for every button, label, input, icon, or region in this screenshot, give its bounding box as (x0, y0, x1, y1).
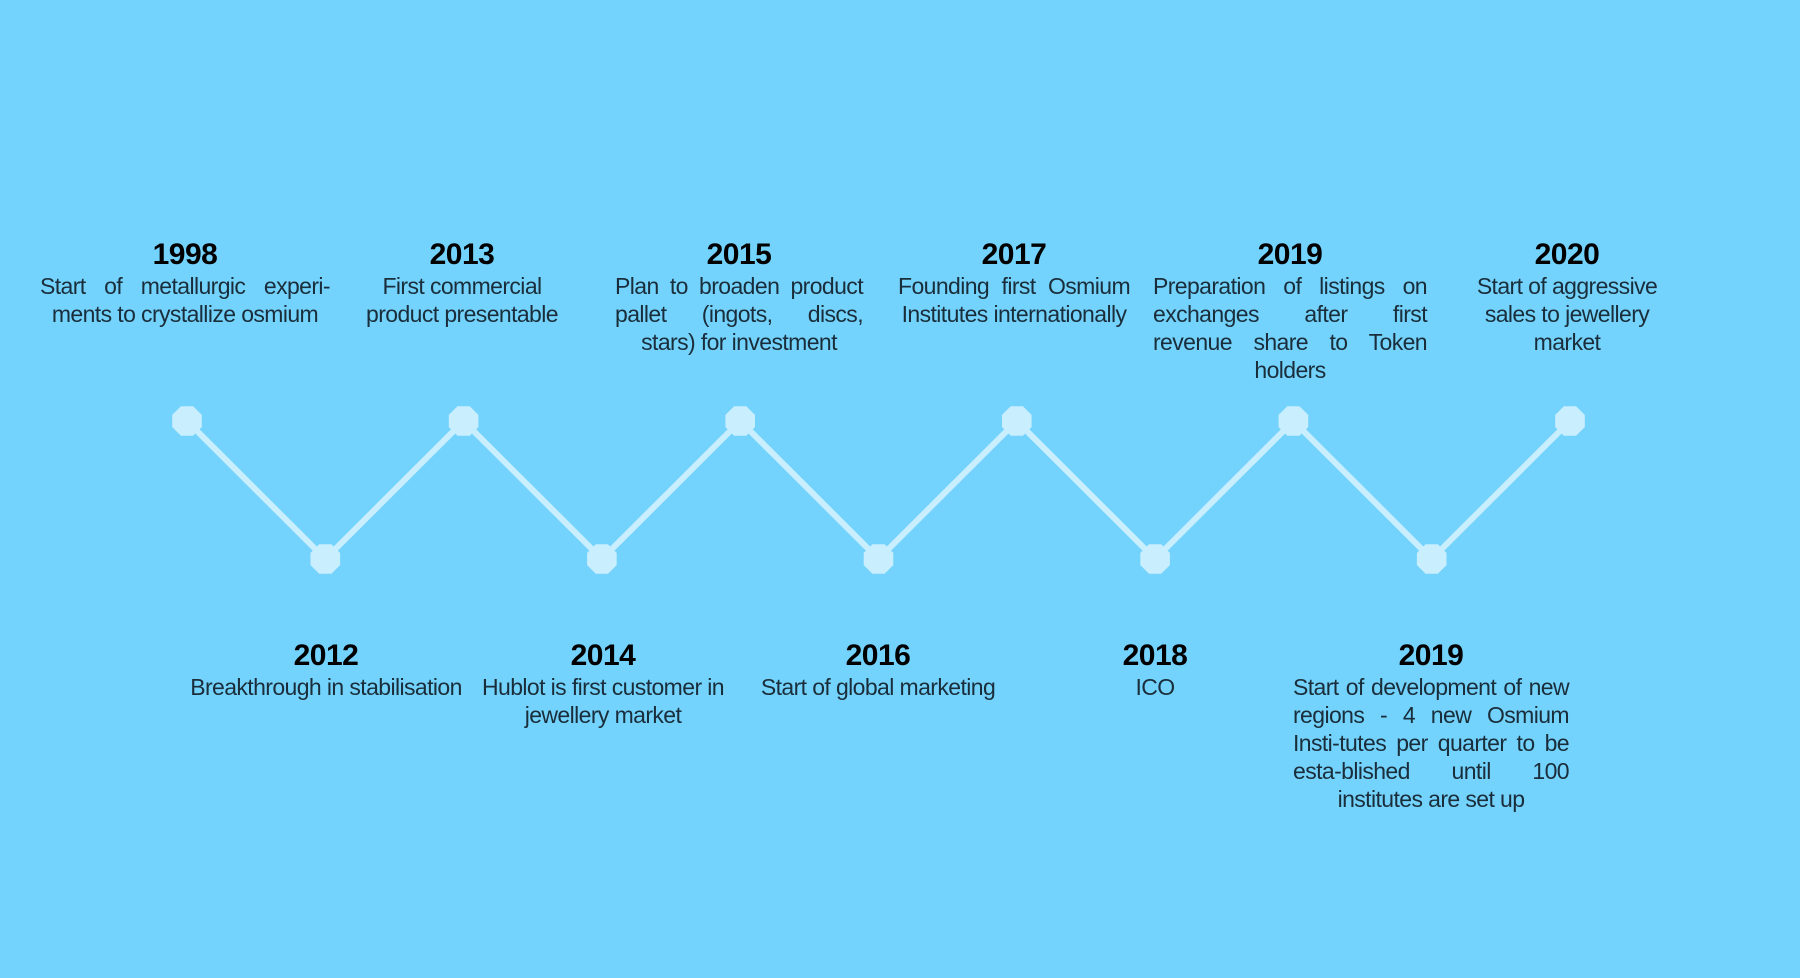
event-description: Start of development of new regions - 4 … (1293, 674, 1570, 812)
event-year: 2017 (981, 238, 1047, 271)
timeline-connector (1291, 418, 1434, 562)
event-year: 2012 (293, 639, 359, 672)
event-year: 2014 (570, 639, 636, 672)
timeline-node-1998 (172, 406, 202, 436)
timeline-connector (1429, 418, 1573, 562)
timeline-connector (599, 418, 743, 562)
timeline-node-2014 (587, 544, 617, 574)
event-2017: 2017 Founding first Osmium Institutes in… (898, 238, 1131, 328)
timeline-node-2018 (1140, 544, 1170, 574)
event-2018: 2018 ICO (1100, 639, 1210, 701)
timeline-node-2019 (1278, 406, 1309, 436)
timeline-connector (876, 418, 1019, 562)
event-year: 2016 (845, 639, 911, 672)
event-2019-bottom: 2019 Start of development of new regions… (1293, 639, 1570, 813)
timeline-node-2020 (1555, 406, 1585, 436)
event-description: First commercial product presentable (366, 273, 559, 327)
event-2016: 2016 Start of global marketing (752, 639, 1004, 701)
event-2013: 2013 First commercial product presentabl… (366, 238, 559, 328)
event-2012: 2012 Breakthrough in stabilisation (188, 639, 464, 701)
event-description: Start of global marketing (760, 674, 996, 700)
timeline-node-2016 (863, 544, 894, 574)
event-description: Preparation of listings on exchanges aft… (1153, 273, 1428, 383)
timeline-node-2012 (310, 544, 341, 574)
event-2014: 2014 Hublot is first customer in jewelle… (480, 639, 726, 729)
event-year: 2019 (1398, 639, 1464, 672)
event-2020: 2020 Start of aggressive sales to jewell… (1452, 238, 1682, 356)
event-year: 1998 (152, 238, 218, 271)
event-description: Hublot is first customer in jewellery ma… (482, 674, 725, 728)
timeline-node-2017 (1002, 406, 1032, 436)
timeline-connector (1152, 418, 1296, 562)
event-year: 2018 (1122, 639, 1188, 672)
event-description: Start of aggressive sales to jewellery m… (1476, 273, 1658, 355)
timeline-node-2013 (448, 406, 479, 436)
event-description: ICO (1135, 674, 1175, 700)
timeline-connector (1014, 418, 1158, 562)
event-description: Founding first Osmium Institutes interna… (898, 273, 1131, 327)
event-description: Plan to broaden product pallet (ingots, … (615, 273, 864, 355)
timeline-connector (184, 418, 328, 562)
timeline-connectors (184, 418, 1573, 562)
event-year: 2020 (1534, 238, 1600, 271)
timeline-connector (323, 418, 466, 562)
event-2019-top: 2019 Preparation of listings on exchange… (1153, 238, 1428, 384)
event-year: 2013 (429, 238, 495, 271)
event-description: Breakthrough in stabilisation (190, 674, 462, 700)
timeline-connector (738, 418, 881, 562)
event-2015: 2015 Plan to broaden product pallet (ing… (615, 238, 864, 356)
event-year: 2019 (1257, 238, 1323, 271)
timeline-node-2019 (1416, 544, 1447, 574)
timeline-connector (461, 418, 605, 562)
event-description: Start of metallurgic experi-ments to cry… (40, 273, 331, 327)
timeline-nodes (172, 406, 1585, 574)
event-year: 2015 (706, 238, 772, 271)
timeline-node-2015 (725, 406, 755, 436)
event-1998: 1998 Start of metallurgic experi-ments t… (40, 238, 331, 328)
